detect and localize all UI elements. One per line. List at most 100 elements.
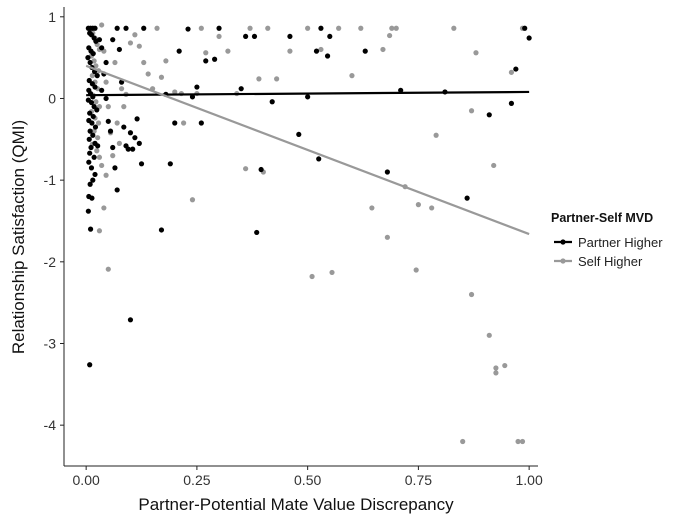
data-point-partner-higher xyxy=(114,187,120,193)
data-point-self-higher xyxy=(136,43,142,49)
data-point-partner-higher xyxy=(384,169,390,175)
data-point-self-higher xyxy=(112,59,118,66)
data-point-self-higher xyxy=(89,73,95,79)
data-point-self-higher xyxy=(243,166,249,172)
data-point-partner-higher xyxy=(189,94,196,100)
x-axis-ticks: 0.00 0.25 0.50 0.75 1.00 xyxy=(73,466,543,488)
data-point-partner-higher xyxy=(251,33,258,40)
data-point-self-higher xyxy=(94,148,100,154)
data-point-self-higher xyxy=(127,40,134,46)
trend-line-self-higher xyxy=(85,64,530,236)
trend-lines xyxy=(85,64,530,236)
data-point-self-higher xyxy=(114,120,120,126)
data-point-partner-higher xyxy=(176,48,182,54)
data-point-self-higher xyxy=(110,153,116,159)
data-point-self-higher xyxy=(105,266,111,272)
data-point-partner-higher xyxy=(107,128,114,134)
data-point-partner-higher xyxy=(125,146,131,152)
plot-panel: 1 0 -1 -2 -3 -4 0.00 0.25 0.50 0.75 1.00 xyxy=(44,7,543,488)
data-point-partner-higher xyxy=(89,120,95,126)
data-point-partner-higher xyxy=(127,130,134,136)
data-point-partner-higher xyxy=(508,100,515,106)
x-tick-label: 0.00 xyxy=(73,472,100,488)
data-point-partner-higher xyxy=(96,37,103,43)
data-point-self-higher xyxy=(508,69,515,75)
legend-key-dot-self-higher xyxy=(560,258,566,264)
data-point-self-higher xyxy=(265,25,271,31)
legend-label-partner-higher: Partner Higher xyxy=(578,235,663,250)
data-point-self-higher xyxy=(103,79,109,85)
data-point-partner-higher xyxy=(89,195,95,201)
data-point-self-higher xyxy=(93,99,99,105)
y-tick-label: -4 xyxy=(44,417,57,433)
data-point-self-higher xyxy=(473,50,479,56)
data-point-self-higher xyxy=(336,25,342,31)
data-point-self-higher xyxy=(468,108,475,114)
data-point-partner-higher xyxy=(105,118,111,124)
data-point-self-higher xyxy=(172,89,178,95)
data-point-self-higher xyxy=(468,291,475,298)
legend: Partner-Self MVD Partner Higher Self Hig… xyxy=(551,211,663,269)
data-point-self-higher xyxy=(493,365,499,371)
data-point-partner-higher xyxy=(136,140,142,146)
data-point-partner-higher xyxy=(86,136,92,142)
data-point-partner-higher xyxy=(92,124,99,130)
data-point-self-higher xyxy=(380,46,386,53)
data-point-partner-higher xyxy=(362,48,368,54)
data-point-self-higher xyxy=(486,332,492,338)
data-point-self-higher xyxy=(95,135,101,141)
data-point-self-higher xyxy=(116,140,122,146)
data-point-partner-higher xyxy=(121,124,127,130)
data-point-partner-higher xyxy=(486,112,492,118)
data-point-partner-higher xyxy=(127,317,134,323)
data-point-self-higher xyxy=(93,63,99,69)
data-point-partner-higher xyxy=(296,131,302,138)
data-point-self-higher xyxy=(515,438,521,445)
data-point-self-higher xyxy=(318,46,324,53)
y-axis-title: Relationship Satisfaction (QMI) xyxy=(9,120,28,354)
data-point-self-higher xyxy=(247,25,253,31)
data-point-partner-higher xyxy=(203,58,209,64)
data-point-partner-higher xyxy=(99,45,105,51)
data-point-partner-higher xyxy=(305,94,311,100)
data-point-self-higher xyxy=(198,25,204,31)
data-point-self-higher xyxy=(386,32,393,39)
data-point-partner-higher xyxy=(316,156,322,162)
data-point-partner-higher xyxy=(313,48,320,54)
data-point-self-higher xyxy=(96,228,103,234)
data-point-self-higher xyxy=(145,71,151,77)
data-point-partner-higher xyxy=(172,120,178,126)
data-point-partner-higher xyxy=(90,177,96,183)
data-point-partner-higher xyxy=(94,73,100,79)
data-point-partner-higher xyxy=(212,56,218,62)
data-point-partner-higher xyxy=(324,53,331,59)
data-point-partner-higher xyxy=(90,50,96,57)
data-point-self-higher xyxy=(91,58,97,64)
data-point-partner-higher xyxy=(85,208,91,214)
data-point-partner-higher xyxy=(318,25,324,31)
data-point-self-higher xyxy=(99,22,105,28)
legend-key-dot-partner-higher xyxy=(560,239,566,245)
data-point-self-higher xyxy=(358,25,364,31)
data-point-partner-higher xyxy=(88,99,95,106)
data-point-partner-higher xyxy=(88,144,94,151)
data-point-partner-higher xyxy=(92,25,98,31)
y-tick-label: 1 xyxy=(48,9,56,25)
data-point-partner-higher xyxy=(95,143,101,149)
data-point-self-higher xyxy=(493,370,499,376)
data-point-partner-higher xyxy=(194,84,200,90)
data-point-partner-higher xyxy=(87,128,93,134)
data-point-self-higher xyxy=(154,25,160,31)
data-point-partner-higher xyxy=(464,195,470,201)
data-point-self-higher xyxy=(132,32,138,38)
data-point-self-higher xyxy=(203,50,209,56)
data-point-partner-higher xyxy=(198,120,204,126)
data-point-self-higher xyxy=(141,59,147,66)
y-tick-label: 0 xyxy=(48,90,56,106)
data-point-partner-higher xyxy=(91,154,97,160)
data-point-self-higher xyxy=(103,172,109,178)
data-point-partner-higher xyxy=(88,165,95,171)
data-point-self-higher xyxy=(451,25,457,31)
data-point-partner-higher xyxy=(287,33,293,40)
